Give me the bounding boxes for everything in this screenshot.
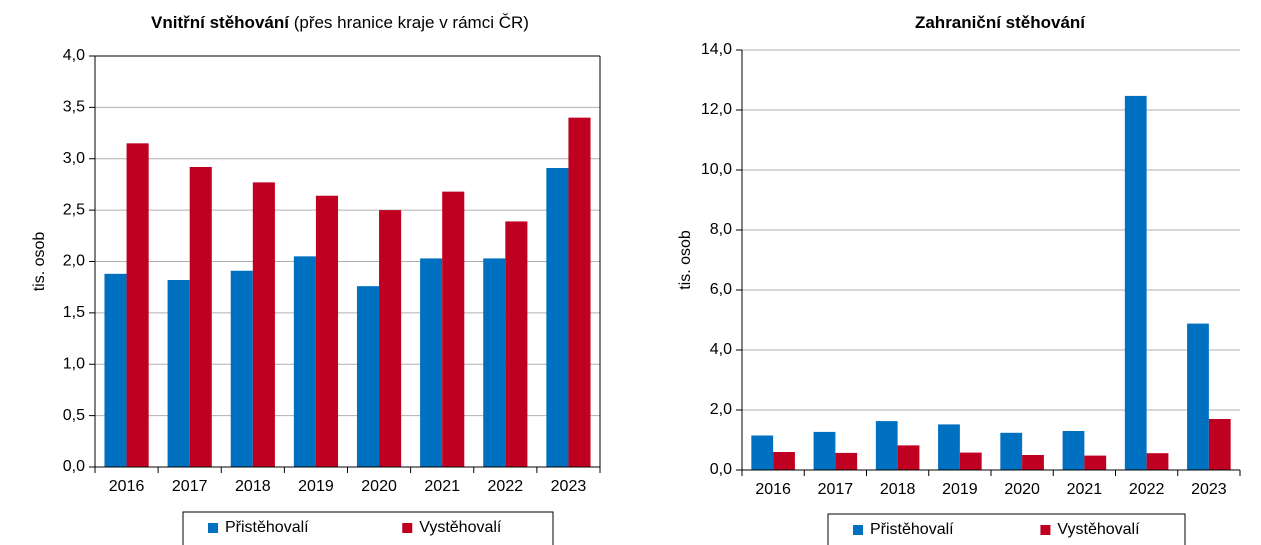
x-tick-label: 2017 [818,481,854,498]
bar [835,452,858,470]
chart-title: Vnitřní stěhování (přes hranice kraje v … [151,13,529,32]
legend-label: Vystěhovalí [419,519,502,536]
bar [1208,419,1231,470]
x-tick-label: 2018 [880,481,916,498]
y-tick-label: 10,0 [701,161,732,178]
x-tick-label: 2020 [1004,481,1040,498]
bar [356,286,380,467]
y-tick-label: 2,5 [63,201,85,218]
bar [773,452,795,470]
x-tick-label: 2019 [298,478,334,495]
bar [1000,432,1023,470]
bar [420,258,443,467]
x-tick-label: 2020 [361,478,397,495]
x-tick-label: 2023 [551,478,587,495]
x-tick-label: 2019 [942,481,978,498]
legend-label: Přistěhovalí [870,521,954,538]
bar [483,258,506,467]
x-tick-label: 2022 [488,478,524,495]
bar [505,221,528,467]
legend-box [182,511,554,545]
bar [293,256,316,467]
legend-box [827,513,1186,545]
y-tick-label: 0,5 [63,407,85,424]
y-tick-label: 12,0 [701,101,732,118]
x-tick-label: 2023 [1191,481,1227,498]
bar [813,431,836,470]
bar [751,435,774,470]
y-tick-label: 1,0 [63,355,85,372]
x-tick-label: 2018 [235,478,271,495]
x-tick-label: 2022 [1129,481,1165,498]
y-tick-label: 0,0 [63,458,85,475]
bar [959,452,982,470]
bar [1062,431,1085,470]
legend-swatch [208,523,218,533]
legend-swatch [853,525,863,535]
bar [315,195,339,468]
bar [1084,455,1107,470]
x-tick-label: 2021 [1067,481,1103,498]
y-axis-label: tis. osob [31,232,48,292]
bar [897,445,920,470]
y-tick-label: 6,0 [710,281,732,298]
bar [126,143,149,467]
bar [167,279,190,467]
title-bold: Zahraniční stěhování [915,13,1086,32]
x-tick-label: 2016 [109,478,145,495]
y-tick-label: 8,0 [710,221,732,238]
bar [546,167,569,467]
bar [442,191,465,467]
x-tick-label: 2016 [755,481,791,498]
legend-label: Vystěhovalí [1057,521,1140,538]
bar [1187,323,1209,470]
y-tick-label: 14,0 [701,41,732,58]
y-axis-label: tis. osob [677,230,694,290]
chart-title: Zahraniční stěhování [915,13,1086,32]
y-tick-label: 2,0 [63,253,85,270]
bar [252,182,275,467]
bar [1124,95,1147,471]
y-tick-label: 4,0 [710,341,732,358]
x-tick-label: 2017 [172,478,208,495]
legend-label: Přistěhovalí [225,519,309,536]
y-tick-label: 4,0 [63,47,85,64]
subtitle: (přes hranice kraje v rámci ČR) [294,13,529,32]
bar [230,270,253,467]
bar [1146,453,1169,470]
y-tick-label: 2,0 [710,401,732,418]
y-tick-label: 1,5 [63,304,85,321]
y-tick-label: 3,0 [63,150,85,167]
bar [379,210,402,467]
y-tick-label: 3,5 [63,99,85,116]
bar [189,166,212,467]
bar [1022,455,1044,470]
bar [875,421,898,470]
bar [938,424,960,470]
x-tick-label: 2021 [424,478,460,495]
bar [568,117,591,468]
legend-swatch [402,523,413,533]
title-bold: Vnitřní stěhování [151,13,290,32]
bar [104,273,127,467]
legend-swatch [1040,525,1051,535]
y-tick-label: 0,0 [710,461,732,478]
